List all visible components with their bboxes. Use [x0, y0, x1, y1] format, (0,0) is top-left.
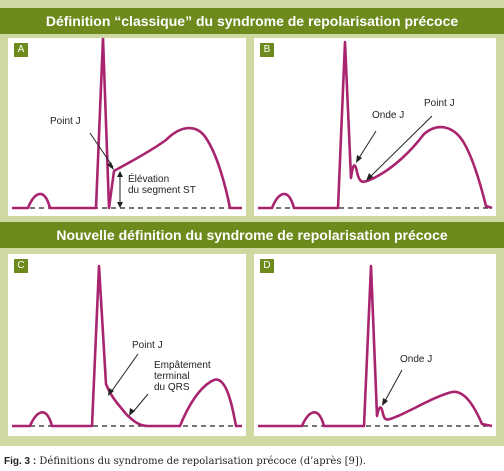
label-onde-j-d: Onde J: [400, 354, 433, 365]
arrowhead-onde-j-d: [382, 398, 388, 406]
label-point-j-a: Point J: [50, 116, 81, 127]
panel-a: A Point J Élévation du segment ST: [8, 38, 246, 216]
label-empatement-line2: terminal: [154, 371, 190, 382]
pointer-line-point-j-a: [89, 132, 114, 168]
ecg-trace-a: [12, 38, 242, 210]
ecg-trace-b: [258, 40, 493, 210]
ecg-waveform-d: [258, 264, 493, 428]
ecg-waveform-c: [12, 264, 242, 428]
panel-letter-b: B: [260, 43, 274, 57]
arrowhead-empatement-c: [129, 408, 135, 416]
panel-b: B Onde J Point J: [254, 38, 496, 216]
pointer-line-onde-j-b: [358, 130, 377, 159]
pointer-line-empatement-c: [132, 393, 149, 413]
ecg-trace-c: [12, 264, 242, 428]
label-elevation-a: Élévation du segment ST: [128, 174, 196, 196]
label-point-j-b: Point J: [424, 98, 455, 109]
label-elevation-line2: du segment ST: [128, 185, 196, 196]
ecg-trace-d: [258, 264, 493, 428]
arrowhead-onde-j-b: [356, 155, 362, 163]
ecg-waveform-b: [258, 40, 493, 210]
pointer-line-point-j-b: [369, 115, 433, 178]
panel-d: D Onde J: [254, 254, 496, 436]
label-empatement-line1: Empâtement: [154, 360, 211, 371]
pointer-line-point-j-c: [110, 353, 139, 393]
label-empatement-line3: du QRS: [154, 382, 190, 393]
label-onde-j-b: Onde J: [372, 110, 405, 121]
elevation-arrow-top-a: [117, 171, 123, 177]
figure-caption: Fig. 3 : Définitions du syndrome de repo…: [4, 456, 366, 467]
label-elevation-line1: Élévation: [128, 174, 170, 185]
pointer-line-onde-j-d: [384, 369, 403, 402]
arrowhead-point-j-a: [107, 162, 114, 170]
header-classic-definition: Définition “classique” du syndrome de re…: [0, 8, 504, 34]
header-new-definition: Nouvelle définition du syndrome de repol…: [0, 222, 504, 248]
figure-frame: Définition “classique” du syndrome de re…: [0, 0, 504, 446]
panel-letter-a: A: [14, 43, 28, 57]
caption-prefix: Fig. 3 :: [4, 456, 37, 467]
elevation-arrow-bottom-a: [117, 202, 123, 208]
arrowhead-point-j-b: [366, 173, 373, 181]
ecg-waveform-a: [12, 38, 242, 210]
panel-letter-c: C: [14, 259, 28, 273]
caption-text: Définitions du syndrome de repolarisatio…: [36, 456, 366, 467]
label-point-j-c: Point J: [132, 340, 163, 351]
panel-c: C Point J Empâtement terminal du QRS: [8, 254, 246, 436]
label-empatement-c: Empâtement terminal du QRS: [154, 360, 211, 393]
arrowhead-point-j-c: [108, 388, 114, 396]
panel-letter-d: D: [260, 259, 274, 273]
